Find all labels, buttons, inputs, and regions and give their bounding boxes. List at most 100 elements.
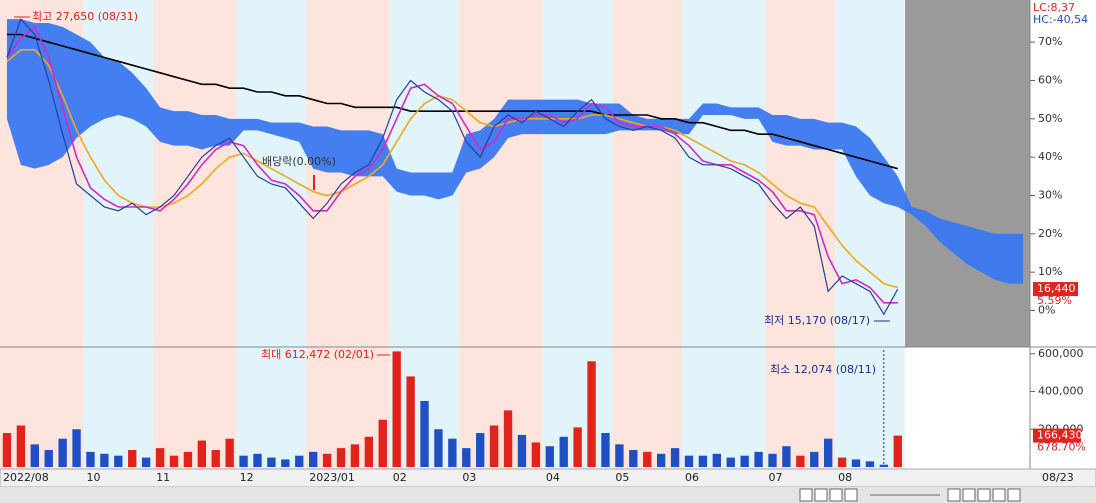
month-band [682,0,766,469]
axis-layer: 2022/08 10 11 12 2023/01 02 03 04 05 06 07 08 0% 10% 2… [3,1,1088,484]
y-tick-label: 10% [1038,265,1062,278]
volume-bar [768,453,777,467]
price-line [6,18,899,316]
volume-bar [726,457,735,467]
volume-bar [462,448,471,467]
volume-bar [336,448,346,467]
volume-bar [225,438,234,467]
volume-bar [531,442,541,467]
volume-bar [740,455,749,467]
volume-bar [322,453,332,467]
x-tick-label: 12 [240,471,254,484]
x-tick-label: 03 [462,471,476,484]
button[interactable] [844,488,858,502]
x-tick-label: 06 [685,471,699,484]
volume-bar [392,351,401,467]
y-tick-label: 30% [1038,189,1062,202]
volume-bar [406,376,415,467]
last-volume: 166,430 [1037,429,1083,442]
y-tick-label: 60% [1038,74,1062,87]
volume-bar [309,451,318,467]
volume-bar [155,448,165,467]
volume-bar [128,450,137,467]
month-band [765,0,836,469]
volume-bar [517,434,527,467]
x-tick-label: 10 [87,471,101,484]
volume-bar [684,455,694,467]
volume-bar [670,448,680,467]
volume-bar [629,450,638,467]
month-band [153,0,237,469]
volume-bar [378,419,387,467]
x-tick-label: 02 [393,471,407,484]
volume-bar [615,444,624,467]
min-volume-label: 최소 12,074 (08/11) [770,363,876,376]
volume-bar [587,361,596,467]
volume-bar [44,450,53,467]
volume-bar [350,444,360,467]
volume-bar [879,464,889,467]
plot-layer: 최고 27,650 (08/31) 최저 15,170 (08/17) 배당락(0.… [2,0,1030,467]
volume-bar [476,433,485,467]
y-tick-label: 50% [1038,112,1062,125]
cursor-date: 08/23 [1042,471,1074,484]
month-band [459,0,543,469]
x-tick-label: 04 [546,471,560,484]
last-volume-ratio: 678.70% [1037,441,1086,454]
last-price-box [1033,282,1078,297]
volume-bar [448,438,457,467]
volume-bar [782,446,791,467]
month-band [236,0,307,469]
high-label: 최고 27,650 (08/31) [32,10,138,23]
x-tick-label: 11 [156,471,170,484]
y-tick-label: 0% [1038,304,1055,317]
month-band [542,0,613,469]
volume-bar [141,457,151,467]
month-band [612,0,683,469]
y-tick-label: 20% [1038,227,1062,240]
button[interactable] [962,488,976,502]
month-bands [0,0,905,487]
volume-bar [211,450,220,467]
button[interactable] [977,488,991,502]
volume-bar [824,438,833,467]
volume-bar [2,433,12,467]
low-label: 최저 15,170 (08/17) [764,314,870,327]
volume-bar [364,436,374,467]
button[interactable] [947,488,961,502]
button[interactable] [799,488,813,502]
volume-bar [295,455,304,467]
last-change: 5.59% [1037,294,1072,307]
month-band [306,0,390,469]
volume-bar [114,455,123,467]
x-tick-label: 2022/08 [3,471,49,484]
toolbar-buttons[interactable] [799,488,1021,502]
volume-bar [643,451,652,467]
volume-bar [573,427,582,467]
volume-bar [197,440,206,467]
volume-bar [754,451,763,467]
volume-bar [810,451,819,467]
y-tick-label: 40% [1038,150,1062,163]
y-tick-label: 600,000 [1038,347,1084,360]
x-tick-label: 08 [838,471,852,484]
lc-label: LC:8,37 [1033,1,1075,14]
volume-bar [58,438,67,467]
ex-dividend-label: 배당락(0.00%) [262,155,336,168]
volume-bar [253,453,262,467]
price-line [6,49,898,289]
button[interactable] [829,488,843,502]
volume-bar [851,459,861,467]
volume-bar [489,425,499,467]
button[interactable] [814,488,828,502]
volume-bar [100,453,109,467]
future-region [905,0,1030,347]
volume-bar [281,459,290,467]
button[interactable] [1007,488,1021,502]
button[interactable] [992,488,1006,502]
y-tick-label: 70% [1038,35,1062,48]
volume-bar [72,429,81,467]
volume-bar [503,410,513,467]
month-band [835,0,905,469]
